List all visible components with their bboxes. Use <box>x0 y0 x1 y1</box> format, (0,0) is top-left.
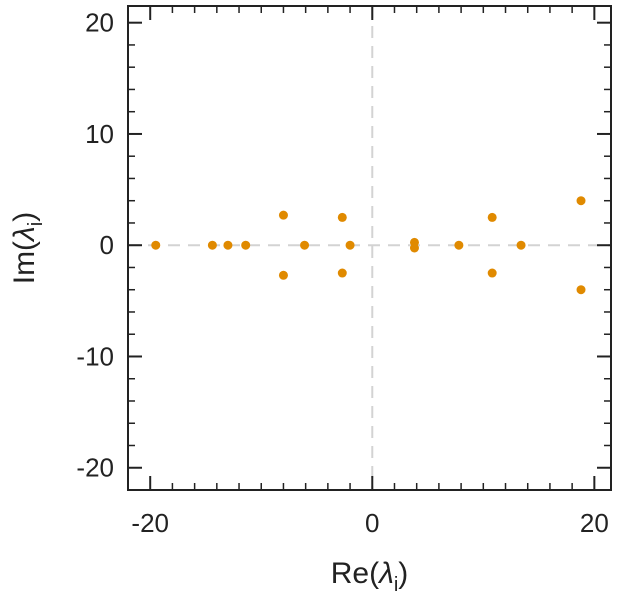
data-point <box>487 212 497 222</box>
data-point <box>454 240 464 250</box>
data-point <box>409 243 419 253</box>
major-ticks <box>128 6 611 490</box>
x-tick-label: 0 <box>365 508 379 538</box>
data-point <box>278 210 288 220</box>
data-point <box>487 268 497 278</box>
y-axis-title: Im(λi) <box>8 212 47 285</box>
y-axis-title-close: ) <box>8 212 41 222</box>
y-tick-label: -20 <box>76 453 114 483</box>
y-tick-label: 20 <box>85 8 114 38</box>
data-point <box>337 268 347 278</box>
data-point <box>151 240 161 250</box>
data-point <box>516 240 526 250</box>
data-point <box>576 285 586 295</box>
y-tick-label: 0 <box>100 230 114 260</box>
x-axis-title: Re(λi) <box>331 557 409 596</box>
x-axis-title-main: Re( <box>331 557 379 590</box>
y-axis-title-subscript: i <box>25 222 47 226</box>
data-point <box>300 240 310 250</box>
data-point <box>576 196 586 206</box>
minor-ticks <box>127 6 611 491</box>
x-axis-title-greek: λ <box>377 557 394 590</box>
data-point <box>223 240 233 250</box>
x-axis-title-close: ) <box>398 557 408 590</box>
x-axis-title-subscript: i <box>394 574 398 596</box>
reference-lines <box>128 6 611 490</box>
x-tick-label: 20 <box>580 508 609 538</box>
data-point <box>207 240 217 250</box>
y-tick-label: 10 <box>85 119 114 149</box>
x-tick-label: -20 <box>131 508 169 538</box>
data-point <box>345 240 355 250</box>
y-tick-labels: 20 10 0 -10 -20 <box>76 8 114 483</box>
data-point <box>337 212 347 222</box>
plot-frame <box>127 5 612 491</box>
y-axis-title-greek: λ <box>8 226 41 243</box>
data-points <box>151 196 586 295</box>
x-tick-labels: -20 0 20 <box>131 508 608 538</box>
data-point <box>241 240 251 250</box>
data-point <box>278 270 288 280</box>
y-tick-label: -10 <box>76 341 114 371</box>
y-axis-title-main: Im( <box>8 241 41 284</box>
